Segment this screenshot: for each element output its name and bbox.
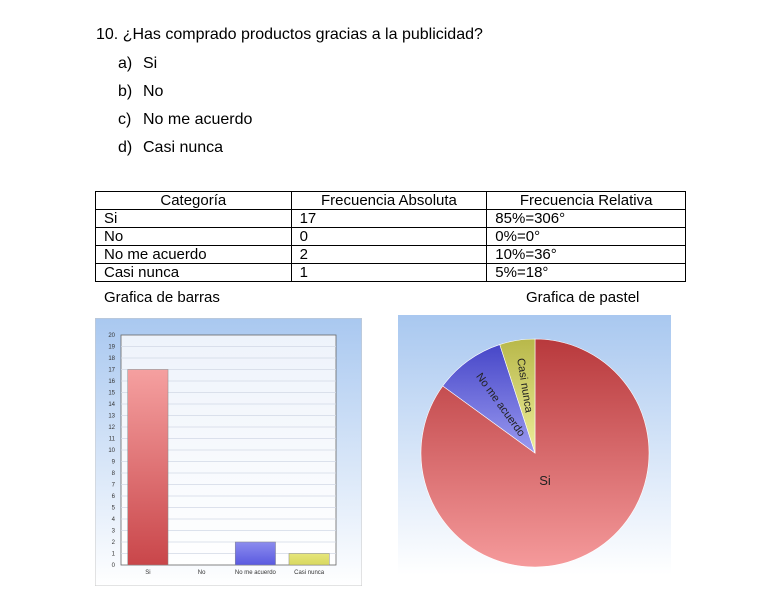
y-tick-label: 3 <box>112 529 116 535</box>
option-letter: d) <box>118 139 133 156</box>
option-letter: c) <box>118 111 132 128</box>
bar-chart: 0 1 2 3 4 5 6 7 8 9 10 11 12 13 14 15 16 17 18 19 20 Si No No … <box>94 317 363 587</box>
option-text: Casi nunca <box>143 139 224 156</box>
y-tick-label: 7 <box>112 483 116 489</box>
y-tick-label: 17 <box>108 368 115 374</box>
x-tick-label: Casi nunca <box>294 570 325 576</box>
x-tick-label: Si <box>145 570 150 576</box>
y-tick-label: 4 <box>112 517 116 523</box>
y-tick-label: 14 <box>108 402 115 408</box>
table-row: Si 17 85%=306° <box>95 209 686 228</box>
y-tick-label: 20 <box>108 333 115 339</box>
table-cell: 17 <box>290 209 488 228</box>
y-tick-label: 18 <box>108 356 115 362</box>
bar <box>288 553 330 566</box>
header-cell: Frecuencia Absoluta <box>290 191 488 210</box>
y-tick-label: 19 <box>108 345 115 351</box>
pie-slice <box>499 338 536 454</box>
x-tick-label: No me acuerdo <box>235 570 277 576</box>
table-row: No me acuerdo 2 10%=36° <box>95 245 686 264</box>
header-cell: Categoría <box>95 191 292 210</box>
option-letter: b) <box>118 83 133 100</box>
table-cell: 2 <box>290 245 488 264</box>
option-a: a) Si <box>118 54 252 82</box>
table-header-row: Categoría Frecuencia Absoluta Frecuencia… <box>95 191 686 210</box>
y-tick-label: 6 <box>112 494 116 500</box>
y-tick-label: 1 <box>112 552 116 558</box>
y-tick-label: 8 <box>112 471 116 477</box>
option-text: Si <box>143 55 158 72</box>
table-cell: 0%=0° <box>486 227 686 246</box>
table-cell: 0 <box>290 227 488 246</box>
table-cell: No me acuerdo <box>95 245 292 264</box>
y-tick-label: 12 <box>108 425 115 431</box>
y-tick-label: 2 <box>112 540 116 546</box>
y-tick-label: 10 <box>108 448 115 454</box>
question-text: ¿Has comprado productos gracias a la pub… <box>122 26 483 43</box>
table-cell: Si <box>95 209 292 228</box>
bar-chart-caption: Grafica de barras <box>104 289 220 306</box>
option-text: No me acuerdo <box>143 111 253 128</box>
y-tick-label: 11 <box>109 437 116 443</box>
frequency-table: Categoría Frecuencia Absoluta Frecuencia… <box>95 191 686 282</box>
pie-chart: Si No me acuerdo Casi nunca <box>398 315 671 575</box>
x-tick-label: No <box>198 570 206 576</box>
table-row: Casi nunca 1 5%=18° <box>95 263 686 282</box>
pie-slice <box>442 344 536 454</box>
option-b: b) No <box>118 82 252 110</box>
table-cell: No <box>95 227 292 246</box>
table-row: No 0 0%=0° <box>95 227 686 246</box>
table-cell: 10%=36° <box>486 245 686 264</box>
bars <box>127 369 330 566</box>
question-number: 10. <box>96 26 119 43</box>
pie-slices <box>420 338 650 568</box>
option-letter: a) <box>118 55 133 72</box>
table-cell: 85%=306° <box>486 209 686 228</box>
table-cell: 1 <box>290 263 488 282</box>
option-d: d) Casi nunca <box>118 138 252 166</box>
pie-chart-caption: Grafica de pastel <box>526 289 640 306</box>
y-tick-label: 16 <box>108 379 115 385</box>
question-title: 10. ¿Has comprado productos gracias a la… <box>96 26 483 44</box>
bar <box>234 541 276 566</box>
table-cell: Casi nunca <box>95 263 292 282</box>
pie-label: Si <box>539 473 551 488</box>
header-cell: Frecuencia Relativa <box>486 191 686 210</box>
pie-slice <box>420 338 650 568</box>
y-tick-label: 0 <box>112 563 116 569</box>
table-cell: 5%=18° <box>486 263 686 282</box>
x-axis-ticks: Si No No me acuerdo Casi nunca <box>145 570 325 576</box>
y-tick-label: 9 <box>112 460 116 466</box>
option-text: No <box>143 83 164 100</box>
y-tick-label: 15 <box>108 391 115 397</box>
y-tick-label: 13 <box>108 414 115 420</box>
options-list: a) Si b) No c) No me acuerdo d) Casi nunca <box>118 54 252 166</box>
option-c: c) No me acuerdo <box>118 110 252 138</box>
y-tick-label: 5 <box>112 506 116 512</box>
bar <box>127 369 169 566</box>
